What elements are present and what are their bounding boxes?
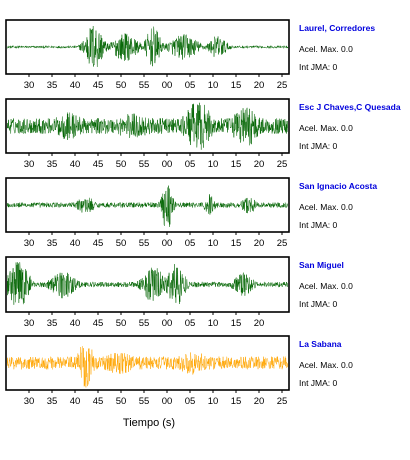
- x-tick-label: 55: [139, 396, 150, 407]
- x-tick-label: 55: [139, 159, 150, 170]
- x-tick-label: 20: [254, 80, 265, 91]
- x-tick-label: 20: [254, 159, 265, 170]
- x-tick-label: 10: [208, 318, 219, 329]
- jma-intensity-label: Int JMA: 0: [299, 220, 338, 230]
- station-name: La Sabana: [299, 339, 342, 349]
- panel-frame: [5, 19, 290, 75]
- seismic-trace: [7, 262, 288, 305]
- max-acceleration-label: Acel. Max. 0.0: [299, 123, 353, 133]
- x-tick-label: 20: [254, 396, 265, 407]
- x-tick-label: 30: [24, 238, 35, 249]
- x-tick-label: 00: [162, 396, 173, 407]
- max-acceleration-label: Acel. Max. 0.0: [299, 281, 353, 291]
- x-tick-label: 10: [208, 238, 219, 249]
- x-tick-label: 40: [70, 396, 81, 407]
- station-name: San Ignacio Acosta: [299, 181, 377, 191]
- x-tick-label: 15: [231, 238, 242, 249]
- x-tick-label: 15: [231, 396, 242, 407]
- x-tick-label: 25: [277, 80, 288, 91]
- x-tick-label: 40: [70, 238, 81, 249]
- station-panel: 30 35 40 45 50 55 00 05 10 15 20 25 La Sabana Acel. M…: [5, 335, 353, 407]
- seismic-trace: [7, 102, 288, 150]
- station-name: Esc J Chaves,C Quesada: [299, 102, 401, 112]
- x-tick-label: 55: [139, 318, 150, 329]
- x-tick-label: 35: [47, 80, 58, 91]
- x-tick-label: 15: [231, 318, 242, 329]
- station-name: Laurel, Corredores: [299, 23, 375, 33]
- max-acceleration-label: Acel. Max. 0.0: [299, 44, 353, 54]
- x-tick-label: 35: [47, 318, 58, 329]
- x-tick-label: 30: [24, 318, 35, 329]
- x-tick-label: 00: [162, 159, 173, 170]
- x-tick-label: 50: [116, 238, 127, 249]
- station-panel: 30 35 40 45 50 55 00 05 10 15 20 25 San Ignacio Acos…: [5, 177, 377, 249]
- x-tick-label: 50: [116, 80, 127, 91]
- x-tick-label: 05: [185, 80, 196, 91]
- x-tick-label: 05: [185, 396, 196, 407]
- x-tick-label: 35: [47, 396, 58, 407]
- x-tick-label: 25: [277, 159, 288, 170]
- panel-frame: [5, 98, 290, 154]
- x-tick-label: 50: [116, 159, 127, 170]
- jma-intensity-label: Int JMA: 0: [299, 378, 338, 388]
- station-panel: 30 35 40 45 50 55 00 05 10 15 20 25 Esc J Chaves,C Q…: [5, 98, 401, 170]
- x-tick-label: 55: [139, 238, 150, 249]
- x-tick-label: 10: [208, 80, 219, 91]
- x-tick-label: 30: [24, 396, 35, 407]
- seismic-trace: [7, 185, 288, 227]
- panel-frame: [5, 335, 290, 391]
- x-tick-label: 20: [254, 318, 265, 329]
- max-acceleration-label: Acel. Max. 0.0: [299, 202, 353, 212]
- x-tick-label: 40: [70, 318, 81, 329]
- x-axis-title: Tiempo (s): [123, 417, 175, 429]
- x-tick-label: 15: [231, 159, 242, 170]
- x-tick-label: 10: [208, 159, 219, 170]
- x-tick-label: 00: [162, 80, 173, 91]
- seismic-trace: [7, 346, 288, 388]
- x-tick-label: 05: [185, 159, 196, 170]
- x-tick-label: 00: [162, 318, 173, 329]
- x-tick-label: 05: [185, 238, 196, 249]
- jma-intensity-label: Int JMA: 0: [299, 62, 338, 72]
- x-tick-label: 45: [93, 318, 104, 329]
- x-tick-label: 40: [70, 80, 81, 91]
- x-tick-label: 00: [162, 238, 173, 249]
- x-tick-label: 45: [93, 396, 104, 407]
- x-tick-label: 20: [254, 238, 265, 249]
- station-panel: 30 35 40 45 50 55 00 05 10 15 20 25 Laurel, Corredor…: [5, 19, 375, 91]
- panel-frame: [5, 177, 290, 233]
- x-tick-label: 30: [24, 159, 35, 170]
- x-tick-label: 50: [116, 396, 127, 407]
- max-acceleration-label: Acel. Max. 0.0: [299, 360, 353, 370]
- x-tick-label: 10: [208, 396, 219, 407]
- x-tick-label: 45: [93, 80, 104, 91]
- x-tick-label: 05: [185, 318, 196, 329]
- x-tick-label: 55: [139, 80, 150, 91]
- station-panel: 30 35 40 45 50 55 00 05 10 15 20 San Miguel Acel. Ma…: [5, 256, 353, 329]
- x-tick-label: 25: [277, 396, 288, 407]
- x-tick-label: 45: [93, 159, 104, 170]
- station-name: San Miguel: [299, 260, 344, 270]
- x-tick-label: 25: [277, 238, 288, 249]
- x-tick-label: 30: [24, 80, 35, 91]
- x-tick-label: 45: [93, 238, 104, 249]
- x-tick-label: 35: [47, 238, 58, 249]
- seismic-trace: [7, 26, 288, 67]
- panel-frame: [5, 256, 290, 313]
- x-tick-label: 15: [231, 80, 242, 91]
- x-tick-label: 40: [70, 159, 81, 170]
- jma-intensity-label: Int JMA: 0: [299, 141, 338, 151]
- x-tick-label: 35: [47, 159, 58, 170]
- x-tick-label: 50: [116, 318, 127, 329]
- jma-intensity-label: Int JMA: 0: [299, 299, 338, 309]
